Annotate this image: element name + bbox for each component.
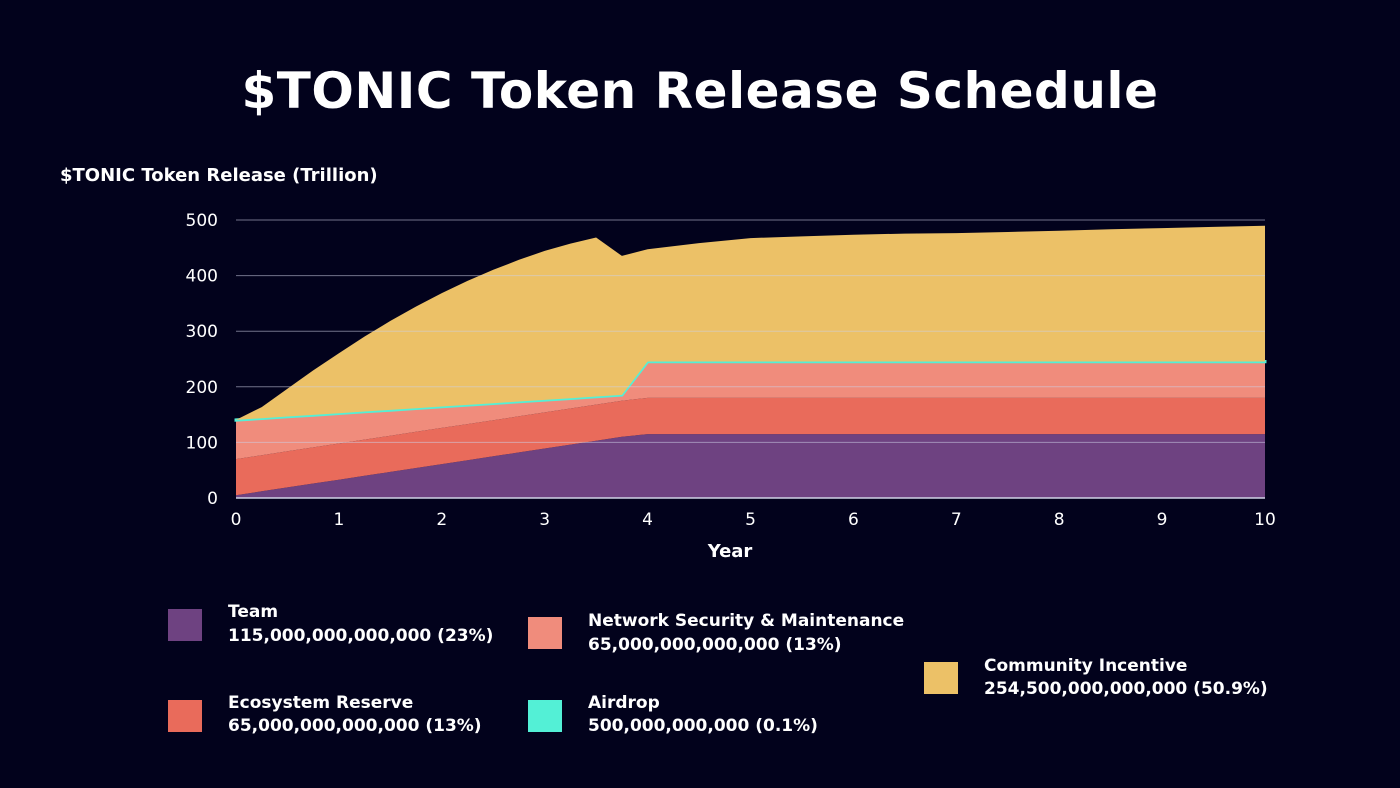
x-tick-label-9: 9 [1157,510,1168,530]
y-tick-label-0: 0 [207,489,218,509]
x-tick-label-0: 0 [231,510,242,530]
legend-label-airdrop: Airdrop [588,693,660,713]
area-community-incentive [236,225,1265,420]
legend-swatch-team [168,609,202,641]
x-tick-label-7: 7 [951,510,962,530]
y-tick-label-400: 400 [186,267,218,287]
legend-value-ecosystem-reserve: 65,000,000,000,000 (13%) [228,716,482,736]
legend-swatch-airdrop [528,700,562,732]
release-chart: 0 100 200 300 400 500 0 1 2 3 4 5 6 7 8 9 10 Year [186,211,1276,562]
area-team [236,434,1265,498]
y-tick-label-200: 200 [186,378,218,398]
area-network-security-maintenance [236,361,1265,460]
grid-lines [236,219,1265,499]
legend-value-community-incentive: 254,500,000,000,000 (50.9%) [984,679,1268,699]
x-tick-label-5: 5 [745,510,756,530]
x-tick-label-1: 1 [333,510,344,530]
legend-swatch-community-incentive [924,662,958,694]
legend-label-ecosystem-reserve: Ecosystem Reserve [228,693,414,713]
x-axis-title: Year [707,541,753,562]
legend-value-airdrop: 500,000,000,000 (0.1%) [588,716,818,736]
x-tick-label-4: 4 [642,510,653,530]
legend-value-network-security: 65,000,000,000,000 (13%) [588,635,842,655]
x-tick-label-6: 6 [848,510,859,530]
legend-value-team: 115,000,000,000,000 (23%) [228,626,494,646]
legend-swatch-network-security [528,617,562,649]
legend-label-team: Team [228,602,279,622]
x-tick-label-8: 8 [1054,510,1065,530]
x-tick-label-10: 10 [1254,510,1276,530]
x-tick-label-2: 2 [436,510,447,530]
y-tick-label-100: 100 [186,433,218,453]
y-tick-label-300: 300 [186,322,218,342]
y-axis-title: $TONIC Token Release (Trillion) [60,165,378,186]
legend-label-network-security: Network Security & Maintenance [588,611,905,631]
legend-label-community-incentive: Community Incentive [984,656,1188,676]
area-ecosystem-reserve [236,397,1265,496]
chart-title: $TONIC Token Release Schedule [241,62,1159,120]
area-series-group [234,225,1267,498]
y-tick-label-500: 500 [186,211,218,231]
x-tick-label-3: 3 [539,510,550,530]
legend-swatch-ecosystem-reserve [168,700,202,732]
